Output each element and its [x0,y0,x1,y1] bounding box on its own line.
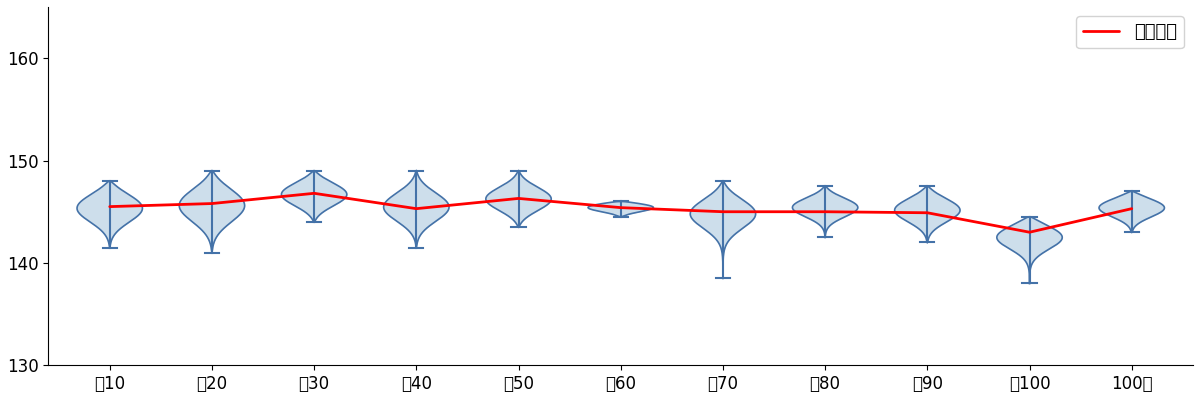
球速平均 [920,210,935,215]
球速平均 [205,201,220,206]
球速平均 [715,209,730,214]
球速平均 [511,196,526,201]
球速平均 [818,209,833,214]
Line: 球速平均: 球速平均 [109,193,1132,232]
Legend: 球速平均: 球速平均 [1076,16,1184,48]
球速平均 [1022,230,1037,235]
球速平均 [409,206,424,211]
球速平均 [102,204,116,209]
球速平均 [1124,206,1139,211]
球速平均 [307,191,322,196]
球速平均 [613,205,628,210]
